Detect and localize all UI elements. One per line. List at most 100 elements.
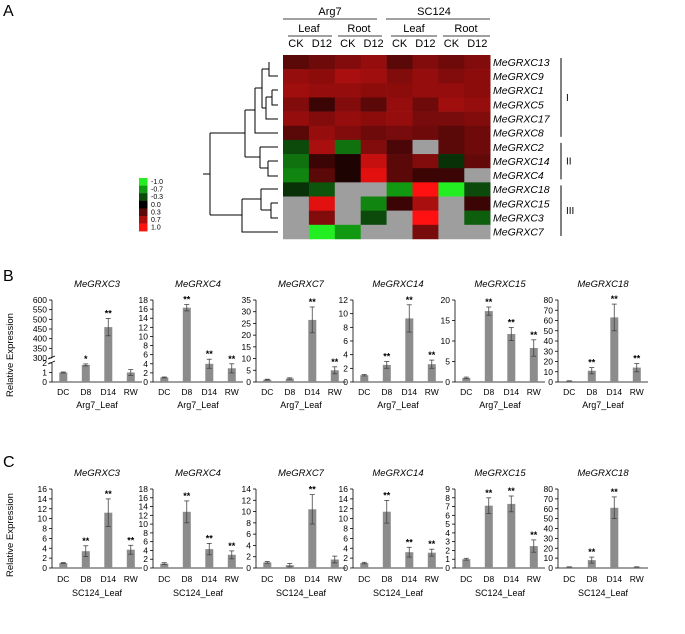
dendrogram [203, 62, 278, 233]
heatmap-cell [360, 55, 387, 70]
bar [126, 372, 135, 382]
bar [382, 511, 391, 568]
y-tick-label: 25 [242, 318, 252, 328]
heatmap-cell [308, 83, 336, 98]
condition-label: D12 [312, 38, 332, 50]
significance-label: ** [206, 533, 214, 543]
y-tick-label: 500 [33, 314, 47, 324]
y-tick-label: 9 [445, 484, 450, 494]
y-tick-label: 0 [246, 563, 251, 573]
y-tick-label: 30 [544, 533, 554, 543]
y-tick-label: 70 [544, 305, 554, 315]
y-tick-label: 16 [139, 493, 149, 503]
heatmap-cell [334, 69, 361, 84]
y-tick-label: 8 [343, 524, 348, 534]
y-tick-label: 12 [339, 504, 349, 514]
x-category-label: D8 [586, 574, 597, 584]
y-tick-label: 18 [139, 295, 149, 305]
heatmap-cell [360, 210, 387, 226]
y-tick-label: 400 [33, 334, 47, 344]
heatmap-header: Arg7 SC124 Leaf Root Leaf Root [283, 6, 490, 37]
chart-title: MeGRXC15 [474, 468, 526, 479]
y-tick-label: 4 [343, 350, 348, 360]
significance-label: ** [485, 488, 493, 498]
y-tick-label: 14 [139, 502, 149, 512]
x-category-label: DC [57, 574, 69, 584]
y-tick-label: 50 [544, 514, 554, 524]
heatmap-cell [283, 210, 310, 226]
heatmap-cell [334, 196, 361, 211]
significance-label: ** [485, 297, 493, 307]
x-category-label: RW [124, 387, 138, 397]
legend-swatch [139, 185, 148, 194]
heatmap-cell [386, 83, 413, 98]
heatmap-cell [334, 182, 361, 197]
y-tick-label: 14 [242, 484, 252, 494]
chart-title: MeGRXC14 [372, 279, 423, 290]
y-tick-label: 4 [445, 528, 450, 538]
significance-label: ** [406, 295, 414, 305]
heatmap-cell [334, 139, 361, 155]
y-tick-label: 4 [143, 545, 148, 555]
y-tick-label: 2 [143, 368, 148, 378]
y-tick-label: 0 [548, 377, 553, 387]
x-category-label: D8 [284, 574, 295, 584]
significance-label: ** [588, 358, 596, 368]
heatmap-cell [412, 224, 439, 240]
legend-swatch [139, 178, 148, 186]
bar [104, 512, 113, 568]
heatmap-cell [464, 154, 491, 169]
condition-label: CK [444, 38, 460, 50]
significance-label: * [84, 354, 88, 364]
significance-label: ** [228, 541, 236, 551]
x-axis-title: Arg7_Leaf [280, 400, 322, 410]
y-tick-label: 2 [42, 358, 47, 368]
x-axis-title: SC124_Leaf [578, 588, 629, 598]
y-tick-label: 30 [544, 346, 554, 356]
x-category-label: DC [358, 574, 370, 584]
heatmap-cell [412, 196, 439, 211]
y-tick-label: 0 [42, 377, 47, 387]
tissue-header: Root [347, 23, 370, 35]
y-tick-label: 15 [441, 316, 451, 326]
x-category-label: D8 [80, 574, 91, 584]
y-tick-label: 2 [246, 552, 251, 562]
y-tick-label: 4 [343, 543, 348, 553]
y-tick-label: 2 [143, 554, 148, 564]
significance-label: ** [508, 486, 516, 496]
y-tick-label: 6 [343, 533, 348, 543]
legend-swatch [139, 200, 148, 209]
x-category-label: D8 [381, 574, 392, 584]
heatmap-cell [464, 83, 491, 98]
condition-label: D12 [415, 38, 435, 50]
bar [308, 319, 317, 382]
heatmap-cell [386, 111, 413, 127]
significance-label: ** [105, 308, 113, 318]
bar [126, 549, 135, 568]
bar-chart: MeGRXC3 Arg7_Leaf 012300350400450500550600… [33, 279, 142, 410]
x-category-label: DC [57, 387, 69, 397]
heatmap-cell [283, 125, 310, 141]
bar [330, 370, 339, 382]
gene-label: MeGRXC15 [493, 198, 550, 210]
heatmap-cell [360, 224, 387, 240]
y-tick-label: 5 [445, 519, 450, 529]
heatmap-cell [308, 111, 336, 127]
gene-label: MeGRXC14 [493, 156, 550, 168]
heatmap-cell [438, 154, 465, 169]
y-tick-label: 20 [441, 295, 451, 305]
tissue-header: Root [454, 23, 477, 35]
bar [462, 559, 471, 568]
bar [462, 377, 471, 382]
bar [484, 505, 493, 568]
x-axis-title: SC124_Leaf [173, 588, 224, 598]
heatmap-cell [464, 139, 491, 155]
x-category-label: D8 [381, 387, 392, 397]
heatmap-cell [438, 69, 465, 84]
bar [427, 364, 436, 382]
